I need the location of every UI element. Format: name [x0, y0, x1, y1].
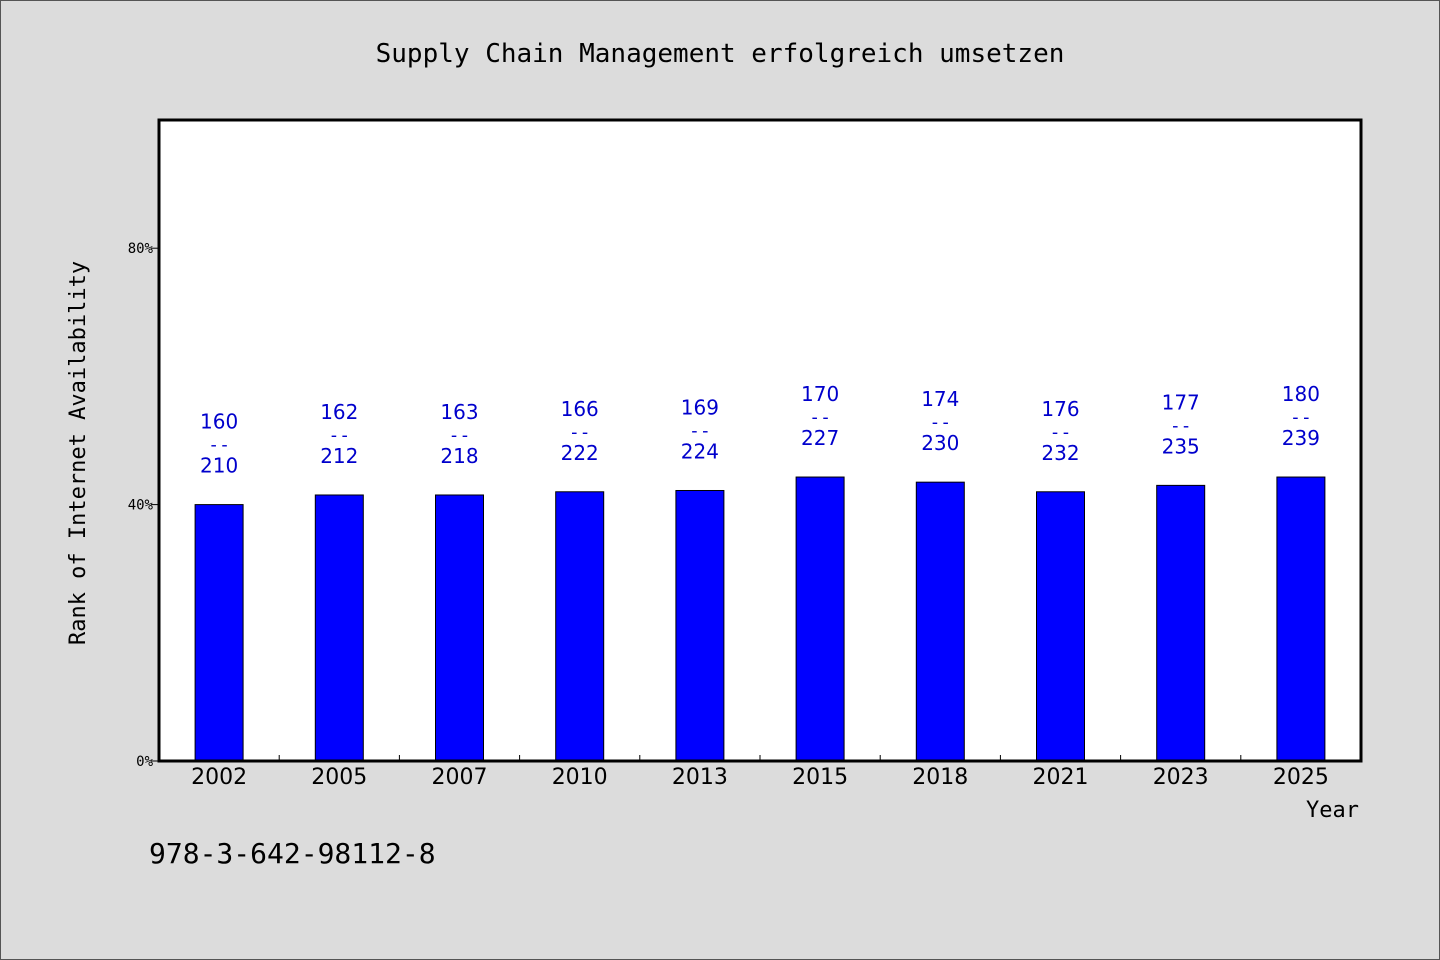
x-tick-label: 2018: [912, 765, 968, 790]
bar-label-bottom: 232: [1041, 441, 1079, 465]
bar-label-top: 166: [561, 397, 599, 421]
chart-title: Supply Chain Management erfolgreich umse…: [376, 39, 1065, 69]
bar-label-bottom: 210: [200, 454, 238, 478]
x-tick-label: 2015: [792, 765, 848, 790]
x-tick-label: 2007: [432, 765, 488, 790]
bar-2025: [1276, 476, 1326, 762]
bar-2010: [555, 491, 605, 762]
bar-label-top: 180: [1282, 382, 1320, 406]
bar-label-top: 160: [200, 410, 238, 434]
y-tick-label: 40%: [128, 498, 154, 514]
y-tick-label: 0%: [136, 754, 153, 770]
bar-label-bottom: 212: [320, 444, 358, 468]
bar-label-top: 174: [921, 387, 959, 411]
bar-label-bottom: 239: [1282, 426, 1320, 450]
bar-label-top: 177: [1162, 390, 1200, 414]
x-tick-label: 2023: [1153, 765, 1209, 790]
bar-label-separator: --: [809, 407, 831, 428]
bar-label-separator: --: [328, 425, 350, 446]
bar-label-bottom: 224: [681, 439, 719, 463]
bar-series: [194, 476, 1326, 762]
bar-label-separator: --: [929, 412, 951, 433]
bar-label-bottom: 230: [921, 431, 959, 455]
bar-label-separator: --: [1050, 422, 1072, 443]
bar-2015: [795, 476, 845, 762]
bar-label-top: 176: [1041, 397, 1079, 421]
bar-label-bottom: 227: [801, 426, 839, 450]
bar-2007: [435, 494, 484, 762]
bar-label-bottom: 222: [561, 441, 599, 465]
x-axis-tick-labels: 2002 2005 2007 2010 2013 2015 2018 2021 2023 2025: [191, 765, 1329, 790]
bar-label-bottom: 218: [440, 444, 478, 468]
x-tick-label: 2021: [1033, 765, 1089, 790]
bar-2002: [194, 504, 244, 762]
x-axis-label: Year: [1306, 798, 1359, 823]
plot-border: [157, 118, 1363, 763]
bar-2005: [314, 494, 364, 762]
bar-label-separator: --: [689, 420, 711, 441]
bar-label-top: 169: [681, 395, 719, 419]
y-axis-ticks: 0% 40% 80%: [128, 241, 159, 770]
bar-2018: [915, 481, 965, 762]
bar-2013: [675, 489, 725, 762]
x-tick-label: 2025: [1273, 765, 1329, 790]
bar-2021: [1036, 491, 1085, 762]
y-tick-label: 80%: [128, 241, 154, 257]
bar-label-top: 163: [440, 400, 478, 424]
bar-label-separator: --: [449, 425, 471, 446]
bar-label-separator: --: [208, 435, 230, 456]
bar-label-top: 170: [801, 382, 839, 406]
isbn-footnote: 978-3-642-98112-8: [149, 837, 436, 870]
x-tick-label: 2002: [191, 765, 247, 790]
y-axis-label: Rank of Internet Availability: [66, 261, 91, 645]
bar-label-separator: --: [569, 422, 591, 443]
x-tick-label: 2013: [672, 765, 728, 790]
x-tick-label: 2005: [311, 765, 367, 790]
bar-label-separator: --: [1290, 407, 1312, 428]
bar-label-bottom: 235: [1162, 434, 1200, 458]
bar-data-labels: 210--160212--162218--163222--166224--169…: [200, 382, 1320, 478]
bar-label-separator: --: [1170, 415, 1192, 436]
bar-2023: [1156, 484, 1206, 762]
bar-label-top: 162: [320, 400, 358, 424]
x-tick-label: 2010: [552, 765, 608, 790]
